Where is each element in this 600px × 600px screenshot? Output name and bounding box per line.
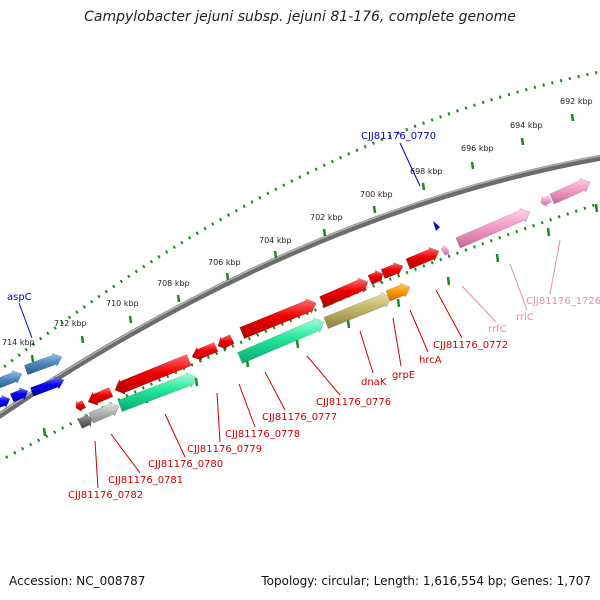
gene-label-leader xyxy=(110,433,141,474)
scale-major-tick xyxy=(176,294,181,303)
gene-arrow[interactable] xyxy=(30,376,65,397)
scale-inner-tick xyxy=(446,276,451,286)
scale-inner-tick xyxy=(396,298,401,308)
scale-tick-label: 708 kbp xyxy=(157,279,190,288)
gene-arrow[interactable] xyxy=(319,277,369,308)
gene-arrow[interactable] xyxy=(87,387,114,406)
map-title: Campylobacter jejuni subsp. jejuni 81-17… xyxy=(84,9,516,25)
gene-label-leader xyxy=(306,355,341,396)
gene-label-leader xyxy=(549,239,561,295)
gene-label-grpe[interactable]: grpE xyxy=(392,370,415,381)
gene-arrow[interactable] xyxy=(191,342,219,361)
gene-marker-cjj81176-0770[interactable] xyxy=(433,221,440,231)
gene-arrow[interactable] xyxy=(239,298,317,339)
scale-tick-label: 712 kbp xyxy=(54,319,87,328)
genome-summary-text: Topology: circular; Length: 1,616,554 bp… xyxy=(261,574,591,588)
gene-label-rrlc[interactable]: rrlC xyxy=(516,312,534,323)
gene-label-cjj81176-0781[interactable]: CJJ81176_0781 xyxy=(108,475,183,486)
scale-major-tick xyxy=(80,335,85,344)
gene-arrow[interactable] xyxy=(0,369,23,389)
gene-arrow[interactable] xyxy=(114,354,192,395)
gene-arrow[interactable] xyxy=(217,334,235,350)
scale-tick-label: 710 kbp xyxy=(106,299,139,308)
gene-arrow[interactable] xyxy=(549,177,591,205)
gene-arrow[interactable] xyxy=(117,371,197,412)
gene-label-cjj81176-0770[interactable]: CJJ81176_0770 xyxy=(361,131,436,142)
scale-major-tick xyxy=(30,354,35,363)
gene-arrow[interactable] xyxy=(0,394,11,409)
gene-arrow[interactable] xyxy=(440,244,450,256)
scale-inner-tick xyxy=(495,253,500,263)
scale-tick-label: 706 kbp xyxy=(208,258,241,267)
genome-backbone xyxy=(0,154,600,419)
gene-arrow[interactable] xyxy=(385,282,411,302)
gene-arrow[interactable] xyxy=(367,269,384,285)
scale-major-tick xyxy=(421,182,426,191)
gene-arrow[interactable] xyxy=(237,317,325,364)
gene-label-cjj81176-0778[interactable]: CJJ81176_0778 xyxy=(225,429,300,440)
scale-inner-tick xyxy=(194,377,199,387)
scale-major-tick xyxy=(225,272,230,281)
scale-major-tick xyxy=(570,113,575,122)
gene-label-leader xyxy=(164,413,186,458)
scale-tick-label: 692 kbp xyxy=(560,97,593,106)
gene-label-cjj81176-0777[interactable]: CJJ81176_0777 xyxy=(262,412,337,423)
gene-arrow[interactable] xyxy=(540,195,552,208)
gene-arrow[interactable] xyxy=(405,246,440,270)
scale-major-tick xyxy=(372,205,377,214)
gene-arrow[interactable] xyxy=(9,387,29,403)
gene-label-leader xyxy=(399,142,421,187)
scale-tick-label: 704 kbp xyxy=(259,236,292,245)
gene-label-cjj81176-0779[interactable]: CJJ81176_0779 xyxy=(187,444,262,455)
accession-text: Accession: NC_008787 xyxy=(9,574,146,588)
gene-arrow[interactable] xyxy=(323,292,392,329)
gene-label-cjj81176-0776[interactable]: CJJ81176_0776 xyxy=(316,397,391,408)
scale-inner-tick xyxy=(346,319,351,329)
gene-arrow[interactable] xyxy=(455,207,531,249)
gene-label-cjj81176-0782[interactable]: CJJ81176_0782 xyxy=(68,490,143,501)
gene-arrow[interactable] xyxy=(23,352,63,376)
scale-inner-tick xyxy=(546,227,551,237)
gene-label-leader xyxy=(435,289,463,339)
gene-label-dnak[interactable]: dnaK xyxy=(361,377,387,388)
gene-label-leader xyxy=(392,317,402,367)
gene-label-leader xyxy=(216,392,221,443)
scale-tick-label: 698 kbp xyxy=(410,167,443,176)
scale-tick-label: 714 kbp xyxy=(2,338,35,347)
gene-label-aspc[interactable]: aspC xyxy=(7,292,32,303)
gene-arrow[interactable] xyxy=(77,413,93,429)
gene-label-leader xyxy=(359,330,374,374)
scale-major-tick xyxy=(520,137,525,146)
scale-inner-tick xyxy=(594,203,599,213)
gene-label-leader xyxy=(18,302,33,339)
gene-arrow[interactable] xyxy=(75,400,87,413)
scale-tick-label: 702 kbp xyxy=(310,213,343,222)
scale-inner-tick xyxy=(295,339,300,349)
gene-arrow[interactable] xyxy=(380,262,404,279)
gene-label-leader xyxy=(264,371,286,411)
gene-label-hrca[interactable]: hrcA xyxy=(419,355,442,366)
gene-arrow[interactable] xyxy=(88,401,120,424)
scale-tick-label: 696 kbp xyxy=(461,144,494,153)
scale-inner-tick xyxy=(42,427,47,437)
gene-label-leader xyxy=(509,263,528,311)
scale-tick-label: 700 kbp xyxy=(360,190,393,199)
gene-label-cjj81176-0772[interactable]: CJJ81176_0772 xyxy=(433,340,508,351)
scale-major-tick xyxy=(128,315,133,324)
gene-label-rrfc[interactable]: rrfC xyxy=(488,324,507,335)
scale-major-tick xyxy=(322,228,327,237)
scale-arc-inner xyxy=(0,201,600,463)
scale-tick-label: 694 kbp xyxy=(510,121,543,130)
gene-label-leader xyxy=(238,383,256,428)
gene-label-cjj81176-0780[interactable]: CJJ81176_0780 xyxy=(148,459,223,470)
scale-major-tick xyxy=(470,161,475,170)
gene-label-cjj81176-1726[interactable]: CJJ81176_1726 xyxy=(526,296,600,307)
gene-label-leader xyxy=(409,309,429,353)
scale-arc-outer xyxy=(0,70,600,373)
genome-backbone-highlight xyxy=(0,155,600,415)
scale-major-tick xyxy=(273,250,278,259)
gene-label-leader xyxy=(94,440,99,489)
gene-label-leader xyxy=(461,285,497,323)
